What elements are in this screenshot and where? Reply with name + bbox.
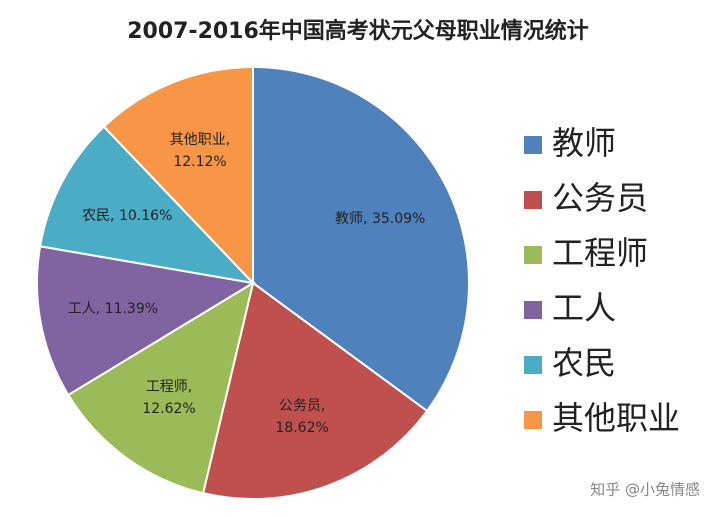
data-label: 工人, 11.39%	[67, 301, 159, 318]
data-label: 农民, 10.16%	[82, 207, 173, 224]
legend-label: 公务员	[552, 179, 648, 217]
chart-title: 2007-2016年中国高考状元父母职业情况统计	[127, 18, 589, 44]
legend-label: 工程师	[552, 234, 648, 272]
legend-swatch	[524, 191, 542, 209]
legend-swatch	[524, 356, 542, 374]
legend-swatch	[524, 136, 542, 154]
pie-slice	[66, 280, 255, 495]
data-label: 教师, 35.09%	[335, 210, 426, 227]
data-label: 公务员, 18.62%	[275, 397, 329, 436]
pie-slice	[36, 245, 256, 397]
watermark: 知乎 @小兔情感	[590, 481, 700, 499]
pie-slice	[102, 65, 254, 286]
legend-label: 农民	[552, 344, 616, 382]
data-label: 其他职业, 12.12%	[169, 131, 231, 170]
legend-label: 教师	[552, 124, 616, 162]
legend-label: 工人	[552, 289, 616, 327]
legend-swatch	[524, 246, 542, 264]
pie-slice	[252, 65, 470, 413]
legend-swatch	[524, 411, 542, 429]
legend-swatch	[524, 301, 542, 319]
pie-slice	[201, 281, 429, 500]
pie-slice	[38, 125, 256, 285]
legend-label: 其他职业	[552, 399, 680, 437]
data-label: 工程师, 12.62%	[142, 379, 196, 418]
